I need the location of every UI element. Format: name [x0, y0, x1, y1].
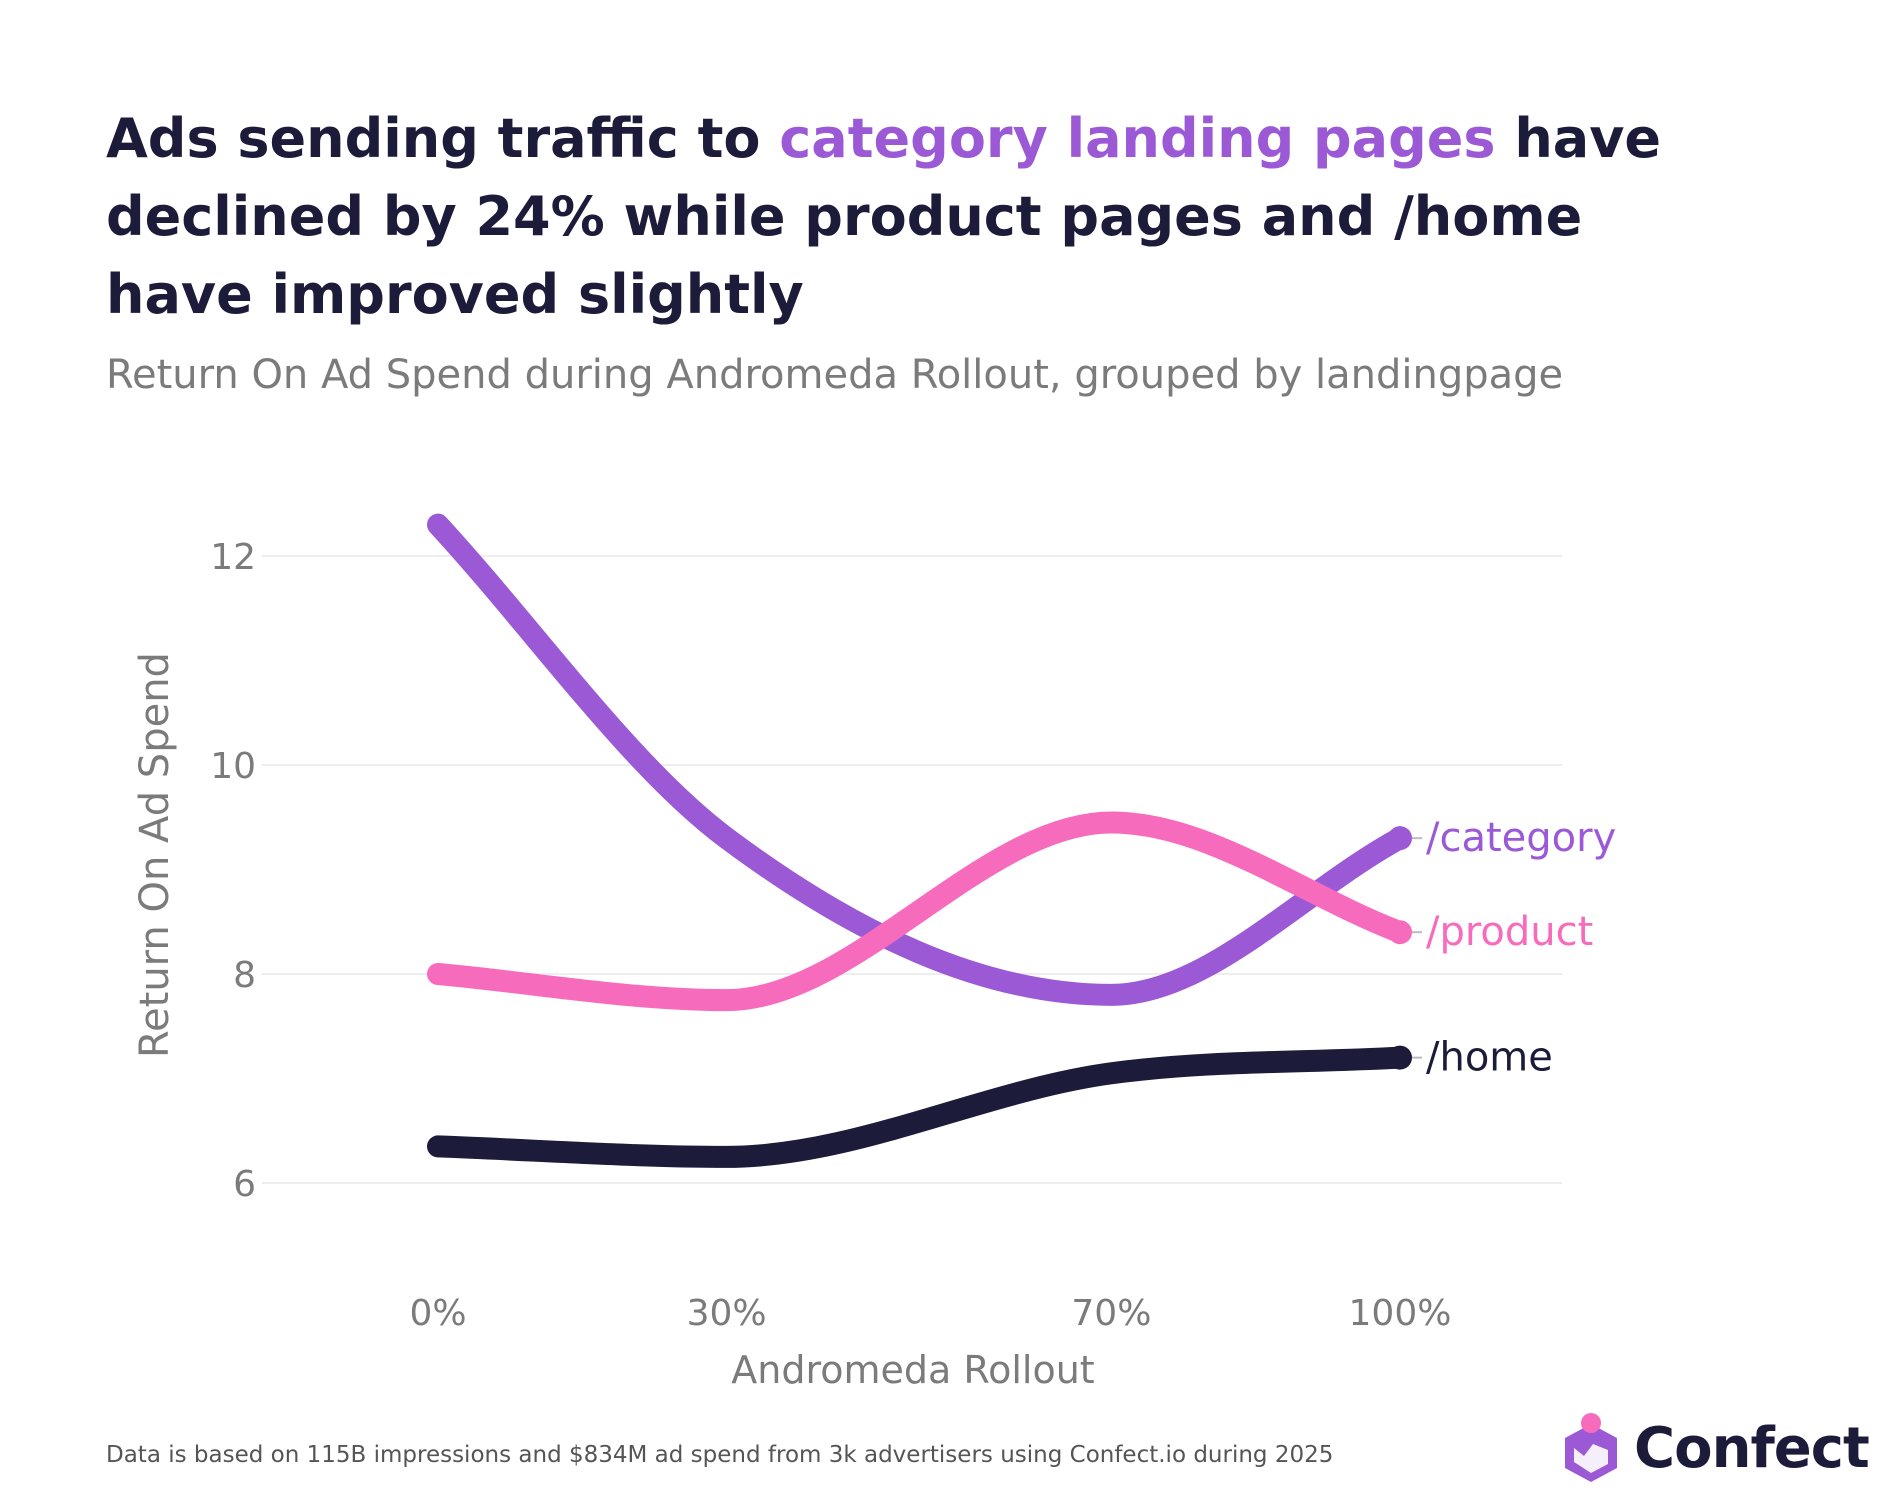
- confect-logo: Confect: [1560, 1412, 1870, 1484]
- x-tick-label: 100%: [1349, 1293, 1452, 1334]
- series-line-home: [427, 1046, 1411, 1168]
- confect-logo-text: Confect: [1634, 1415, 1870, 1481]
- y-tick-label: 6: [233, 1164, 256, 1205]
- x-tick-label: 70%: [1071, 1293, 1151, 1334]
- x-axis-label: Andromeda Rollout: [731, 1348, 1094, 1392]
- chart-headline: Ads sending traffic to category landing …: [106, 100, 1726, 334]
- y-axis-label: Return On Ad Spend: [132, 652, 178, 1058]
- series-line-product: [427, 811, 1411, 1012]
- x-tick-label: 30%: [687, 1293, 767, 1334]
- y-tick-label: 10: [210, 746, 256, 787]
- confect-logo-icon: [1565, 1413, 1617, 1482]
- data-point-category-100pct: [1388, 826, 1412, 851]
- y-tick-label: 8: [233, 955, 256, 996]
- y-tick-label: 12: [210, 537, 256, 578]
- y-tick-labels: 6 8 10 12: [210, 537, 256, 1205]
- data-point-home-100pct: [1388, 1045, 1412, 1070]
- x-tick-label: 0%: [409, 1293, 466, 1334]
- data-point-product-100pct: [1388, 920, 1412, 945]
- series-end-label-product: /product: [1426, 909, 1593, 955]
- headline-highlight: category landing pages: [779, 107, 1496, 170]
- series-line-category: [427, 513, 1411, 1006]
- headline-part-1: Ads sending traffic to: [106, 107, 780, 170]
- headline-part-2: have declined by 24% while product pages…: [106, 107, 1662, 326]
- data-source-footnote: Data is based on 115B impressions and $8…: [106, 1442, 1334, 1468]
- series-end-label-home: /home: [1426, 1035, 1553, 1081]
- chart-subtitle: Return On Ad Spend during Andromeda Roll…: [106, 352, 1564, 398]
- series-lines: /category/product/home: [427, 513, 1616, 1168]
- x-tick-labels: 0% 30% 70% 100%: [409, 1293, 1451, 1334]
- series-end-label-category: /category: [1426, 815, 1616, 861]
